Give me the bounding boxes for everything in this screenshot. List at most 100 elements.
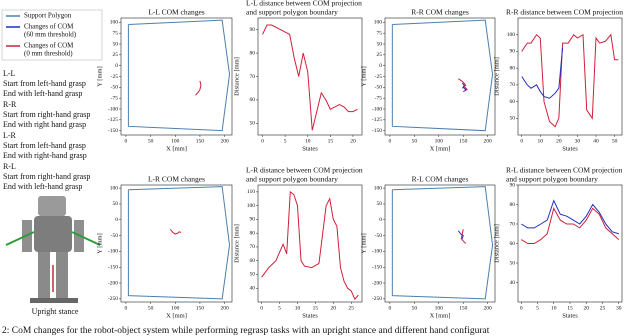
x-tick-label: 10 [538, 138, 544, 144]
x-axis-label: States [302, 145, 318, 152]
y-tick-label: 70 [510, 82, 516, 88]
series-line [520, 207, 620, 244]
y-tick-label: -250 [372, 296, 382, 302]
series-line [195, 80, 202, 96]
x-tick-label: 20 [584, 305, 590, 311]
y-tick-label: -100 [108, 249, 118, 255]
y-tick-label: -150 [372, 264, 382, 270]
y-tick-label: 90 [250, 217, 256, 223]
legend-label: (0 mm threshold) [24, 50, 73, 58]
y-tick-label: 25 [377, 52, 383, 58]
y-tick-label: 60 [250, 258, 256, 264]
y-tick-label: 75 [377, 30, 383, 36]
x-tick-label: 20 [350, 138, 356, 144]
y-axis-label: Distance [mm] [233, 57, 240, 96]
y-tick-label: 40 [250, 286, 256, 292]
x-tick-label: 5 [284, 138, 287, 144]
x-axis-label: States [302, 312, 318, 319]
y-tick-label: -25 [111, 74, 119, 80]
x-tick-label: 5 [278, 305, 281, 311]
description: R-R [3, 100, 17, 109]
x-axis-label: States [562, 312, 578, 319]
y-tick-label: -150 [372, 128, 382, 134]
description: End with left-hand grasp [3, 89, 82, 98]
y-tick-label: 0 [379, 217, 382, 223]
x-tick-label: 200 [220, 138, 229, 144]
chart-title: L-R COM changes [148, 175, 205, 184]
chart-title: and support polygon boundary [246, 175, 338, 184]
y-tick-label: 60 [250, 97, 256, 103]
y-tick-label: 100 [247, 203, 256, 209]
x-tick-label: 200 [484, 138, 493, 144]
x-tick-label: 20 [556, 138, 562, 144]
x-tick-label: 50 [412, 138, 418, 144]
x-tick-label: 15 [313, 305, 319, 311]
x-axis-label: X [mm] [166, 312, 187, 319]
x-tick-label: 50 [148, 305, 154, 311]
y-tick-label: 100 [374, 20, 383, 26]
x-tick-label: 0 [260, 305, 263, 311]
y-tick-label: 70 [250, 244, 256, 250]
y-axis-label: Y [mm] [360, 233, 367, 254]
x-tick-label: 40 [593, 138, 599, 144]
series-line [461, 82, 467, 92]
y-tick-label: 70 [510, 221, 516, 227]
x-tick-label: 150 [459, 305, 468, 311]
y-tick-label: 0 [115, 217, 118, 223]
x-tick-label: 10 [295, 305, 301, 311]
series-line [262, 24, 358, 131]
chart-title: R-L distance between COM projection [506, 166, 623, 175]
chart-title: R-R distance between COM projection [506, 8, 623, 17]
description: L-R [3, 131, 17, 140]
x-tick-label: 0 [125, 305, 128, 311]
description: Start from right-hand grasp [3, 110, 90, 119]
y-tick-label: 100 [374, 185, 383, 191]
x-tick-label: 150 [196, 138, 205, 144]
x-tick-label: 0 [261, 138, 264, 144]
x-tick-label: 15 [328, 138, 334, 144]
x-tick-label: 100 [435, 138, 444, 144]
robot-axis [71, 231, 101, 246]
description: Start from left-hand grasp [3, 79, 86, 88]
y-tick-label: -100 [108, 106, 118, 112]
y-tick-label: -150 [108, 128, 118, 134]
x-tick-label: 0 [389, 305, 392, 311]
y-tick-label: 0 [115, 63, 118, 69]
robot-leg [38, 252, 50, 300]
x-tick-label: 50 [148, 138, 154, 144]
y-tick-label: 40 [510, 280, 516, 286]
x-tick-label: 30 [616, 305, 622, 311]
legend-label: Support Polygon [24, 12, 72, 20]
robot-head [38, 196, 66, 216]
x-tick-label: 0 [125, 138, 128, 144]
x-axis-label: X [mm] [430, 145, 451, 152]
y-tick-label: -150 [108, 264, 118, 270]
robot-feet [30, 298, 78, 303]
legend-label: (60 mm threshold) [24, 31, 77, 39]
series-line [521, 48, 564, 99]
plot-frame [517, 17, 623, 136]
x-tick-label: 10 [305, 138, 311, 144]
x-tick-label: 100 [171, 138, 180, 144]
series-line [127, 19, 231, 132]
y-tick-label: 50 [377, 41, 383, 47]
robot-image [5, 196, 101, 303]
y-tick-label: 60 [510, 241, 516, 247]
description: Start from right-hand grasp [3, 172, 90, 181]
x-tick-label: 150 [196, 305, 205, 311]
x-tick-label: 10 [551, 305, 557, 311]
y-tick-label: -50 [111, 233, 119, 239]
x-tick-label: 25 [348, 305, 354, 311]
y-tick-label: 50 [250, 272, 256, 278]
y-axis-label: Y [mm] [96, 66, 103, 87]
y-tick-label: 25 [113, 52, 119, 58]
x-tick-label: 150 [459, 138, 468, 144]
description: R-L [3, 162, 16, 171]
y-tick-label: 50 [377, 201, 383, 207]
y-tick-label: 80 [250, 230, 256, 236]
series-line [521, 33, 619, 128]
y-tick-label: -75 [375, 95, 383, 101]
y-axis-label: Y [mm] [360, 66, 367, 87]
y-tick-label: -50 [375, 233, 383, 239]
